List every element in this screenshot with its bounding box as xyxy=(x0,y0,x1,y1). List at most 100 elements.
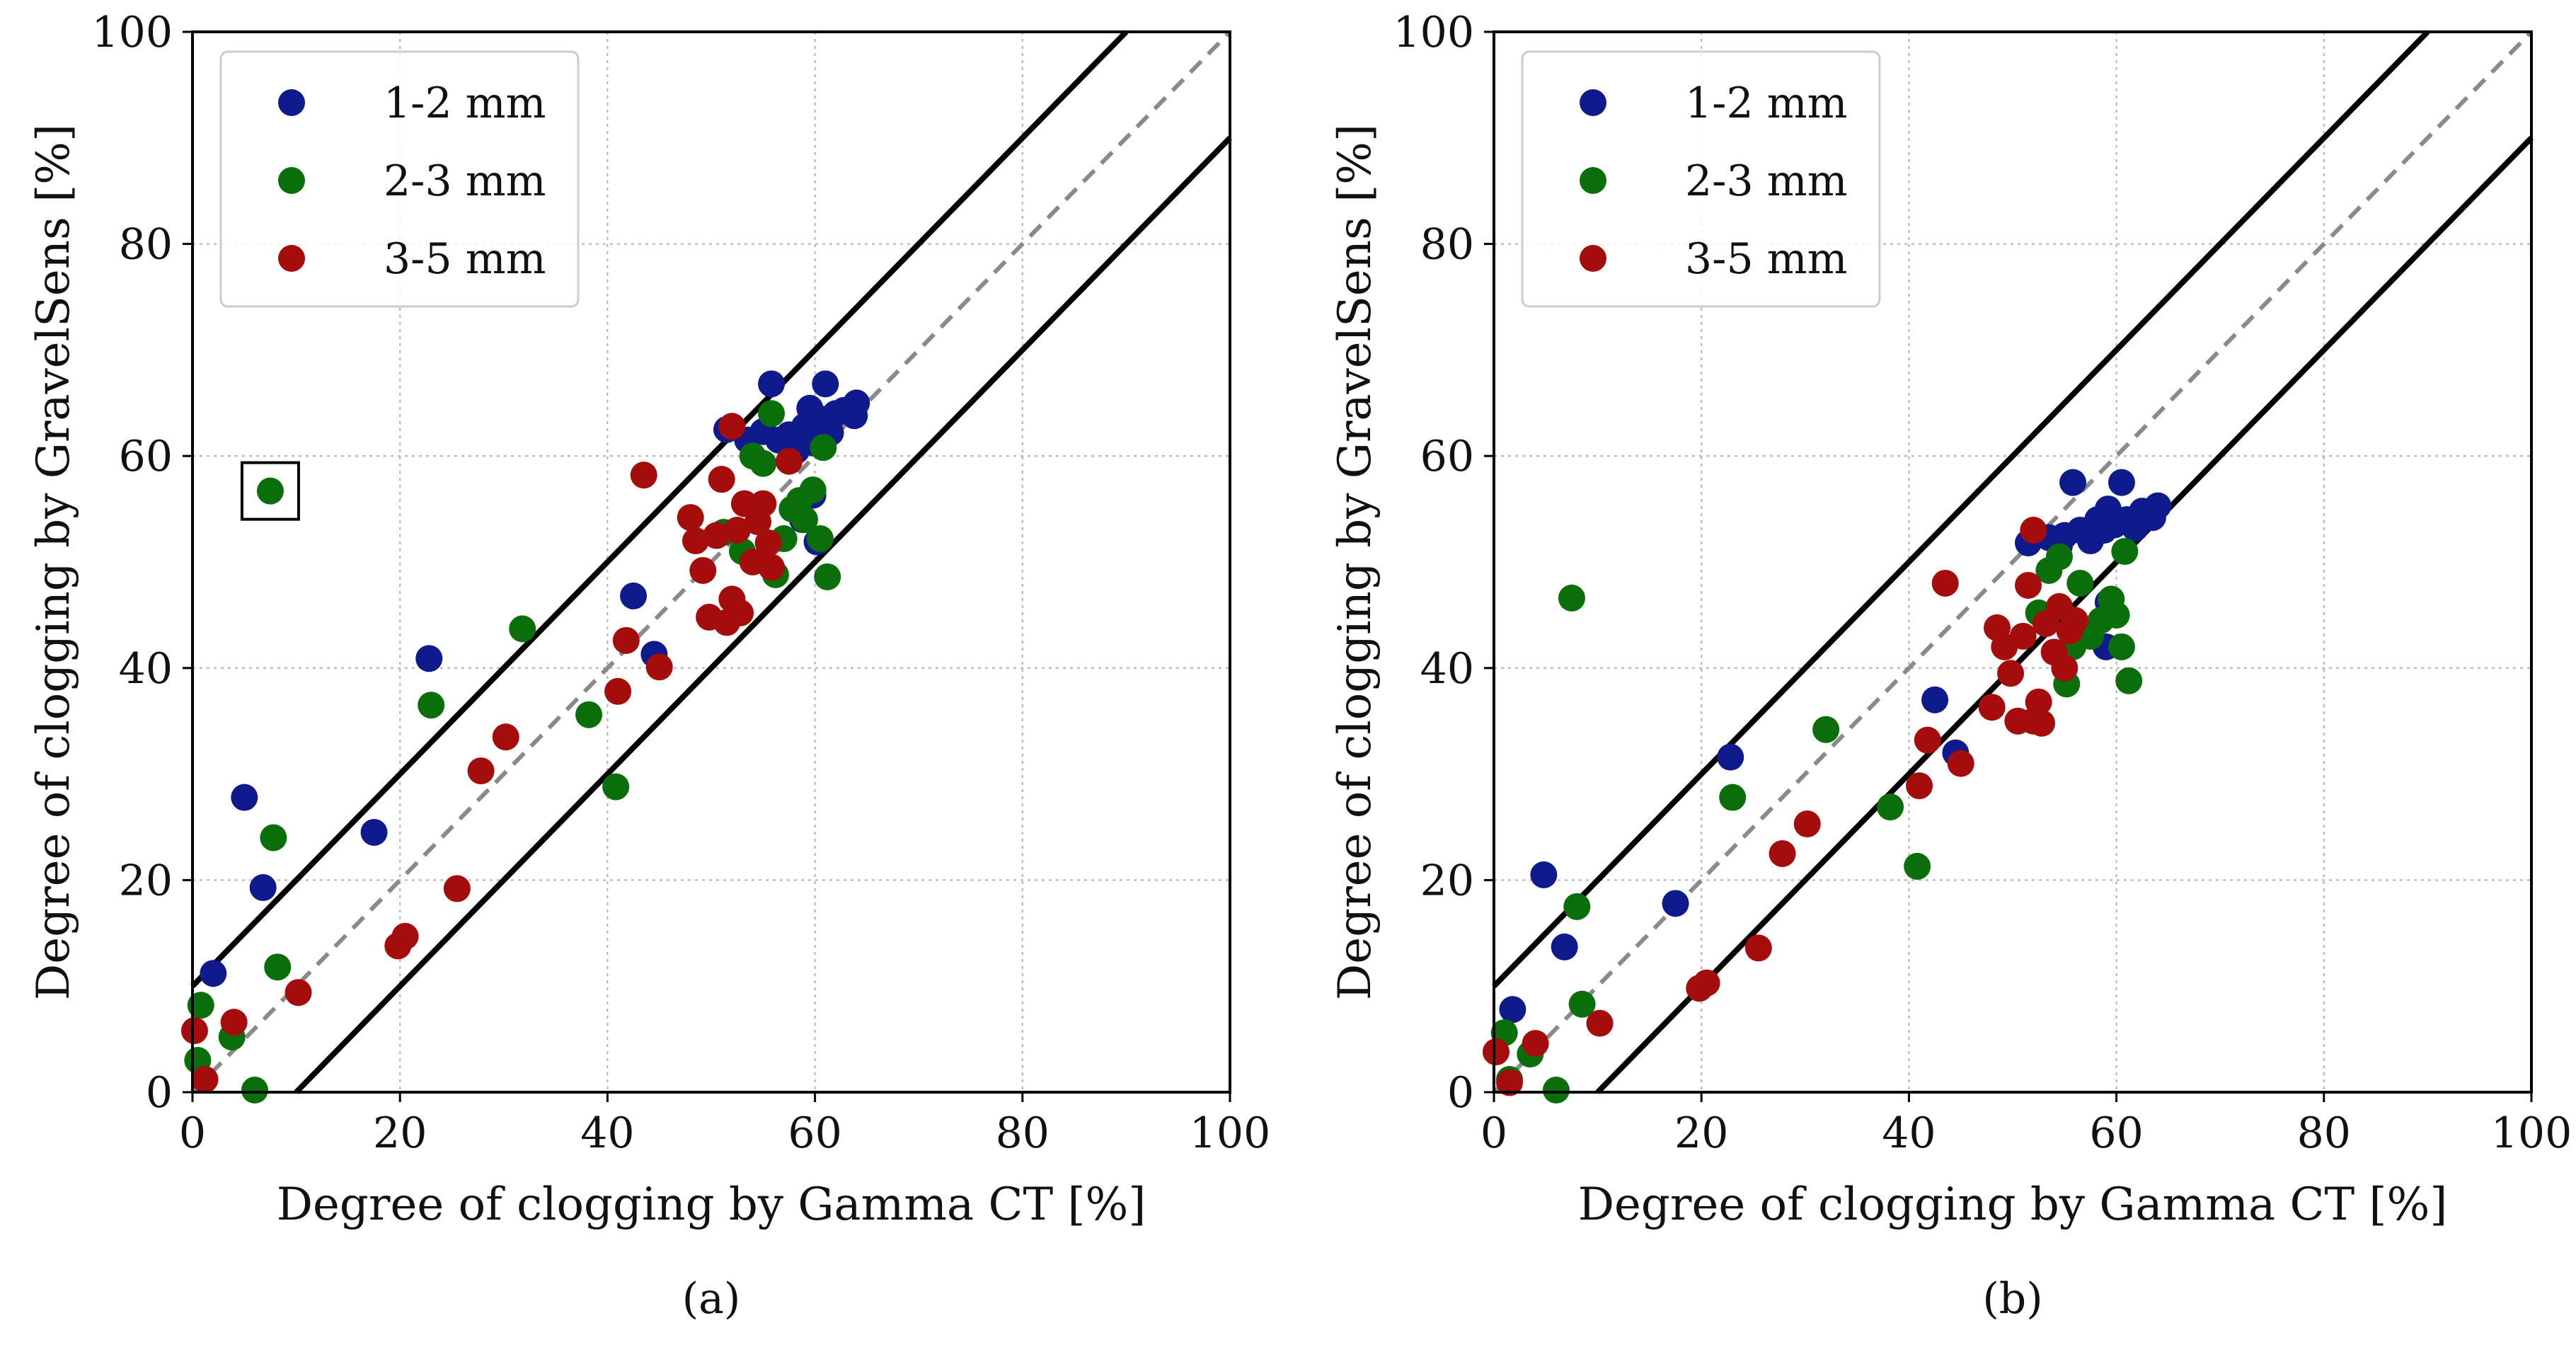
point-2-3mm xyxy=(1558,584,1585,612)
x-tick-label: 100 xyxy=(1190,1108,1271,1158)
point-1-2mm xyxy=(758,370,786,398)
point-3-5mm xyxy=(1586,1009,1614,1037)
legend-label: 2-3 mm xyxy=(1685,156,1847,206)
legend-label: 3-5 mm xyxy=(1685,234,1847,284)
point-3-5mm xyxy=(727,599,754,626)
point-3-5mm xyxy=(754,529,782,557)
point-2-3mm xyxy=(509,615,536,643)
point-1-2mm xyxy=(2108,469,2135,496)
point-2-3mm xyxy=(1877,793,1904,821)
point-3-5mm xyxy=(1769,839,1796,867)
y-tick-label: 0 xyxy=(1447,1068,1474,1118)
legend-marker xyxy=(1580,89,1606,116)
x-tick-label: 40 xyxy=(580,1108,634,1158)
point-3-5mm xyxy=(1522,1030,1549,1057)
legend-entry-3-5mm: 3-5 mm xyxy=(1580,234,1847,284)
x-tick-label: 100 xyxy=(2491,1108,2572,1158)
y-tick-label: 100 xyxy=(1393,8,1474,57)
y-tick-label: 60 xyxy=(119,432,173,481)
point-3-5mm xyxy=(718,413,746,440)
x-tick-label: 80 xyxy=(2297,1108,2351,1158)
point-2-3mm xyxy=(602,773,630,801)
point-3-5mm xyxy=(1931,569,1959,597)
point-2-3mm xyxy=(790,506,818,534)
point-2-3mm xyxy=(575,701,603,728)
y-tick-label: 40 xyxy=(1420,644,1474,694)
point-2-3mm xyxy=(2103,601,2130,629)
point-3-5mm xyxy=(1914,726,1941,754)
y-tick-label: 20 xyxy=(119,856,173,905)
point-1-2mm xyxy=(843,389,870,417)
point-2-3mm xyxy=(1568,990,1596,1018)
point-2-3mm xyxy=(1904,852,1931,880)
y-tick-label: 40 xyxy=(119,644,173,694)
legend: 1-2 mm 2-3 mm 3-5 mm xyxy=(1521,50,1881,308)
y-axis-label: Degree of clogging by GravelSens [%] xyxy=(1329,124,1381,1000)
point-3-5mm xyxy=(604,677,632,705)
point-1-2mm xyxy=(812,370,839,398)
legend-marker xyxy=(1580,245,1606,272)
point-2-3mm xyxy=(260,824,287,852)
point-3-5mm xyxy=(612,626,640,654)
legend-marker xyxy=(278,89,305,116)
point-1-2mm xyxy=(415,645,443,672)
point-2-3mm xyxy=(256,477,284,505)
point-2-3mm xyxy=(2045,543,2073,571)
highlight-outlier-box xyxy=(240,461,300,521)
bound-line-upper xyxy=(1492,30,2430,988)
x-tick-label: 20 xyxy=(373,1108,427,1158)
point-3-5mm xyxy=(2009,622,2037,650)
panel-label: (b) xyxy=(1982,1274,2042,1324)
y-tick-label: 80 xyxy=(119,220,173,270)
point-3-5mm xyxy=(467,757,495,785)
point-3-5mm xyxy=(645,653,673,681)
legend-entry-2-3mm: 2-3 mm xyxy=(278,156,546,206)
point-3-5mm xyxy=(391,922,419,950)
point-3-5mm xyxy=(2061,607,2088,634)
point-3-5mm xyxy=(284,979,312,1007)
x-tick-label: 20 xyxy=(1674,1108,1728,1158)
point-2-3mm xyxy=(187,992,214,1019)
point-1-2mm xyxy=(200,960,227,987)
point-3-5mm xyxy=(1947,750,1974,777)
point-3-5mm xyxy=(708,466,735,493)
y-tick-label: 100 xyxy=(91,8,173,57)
point-2-3mm xyxy=(264,953,292,981)
point-3-5mm xyxy=(2014,571,2042,599)
point-2-3mm xyxy=(2066,569,2094,597)
point-1-2mm xyxy=(1530,861,1558,888)
chart-panel-b: 0 20 40 60 80 100 0 20 40 60 80 100 Degree of clogg… xyxy=(1329,8,2572,1324)
x-tick-label: 60 xyxy=(2089,1108,2143,1158)
legend-label: 3-5 mm xyxy=(384,234,546,284)
data-points xyxy=(180,370,870,1104)
point-1-2mm xyxy=(360,818,388,846)
point-1-2mm xyxy=(2059,469,2087,496)
x-axis-label: Degree of clogging by Gamma CT [%] xyxy=(277,1179,1146,1231)
point-3-5mm xyxy=(749,490,777,517)
point-2-3mm xyxy=(241,1077,268,1104)
legend-marker xyxy=(1580,167,1606,194)
point-2-3mm xyxy=(2115,667,2143,694)
point-2-3mm xyxy=(799,476,827,504)
legend-box xyxy=(219,50,580,308)
point-3-5mm xyxy=(775,447,803,475)
legend-label: 2-3 mm xyxy=(384,156,546,206)
data-points xyxy=(1482,469,2172,1104)
point-2-3mm xyxy=(1812,716,1840,743)
point-3-5mm xyxy=(1744,934,1772,962)
legend-label: 1-2 mm xyxy=(384,79,546,128)
plot-frame xyxy=(1493,30,2533,1094)
point-3-5mm xyxy=(677,504,704,532)
legend-entry-1-2mm: 1-2 mm xyxy=(278,79,546,128)
axis-ticks: 0 20 40 60 80 100 0 20 40 60 80 100 xyxy=(1393,8,2572,1158)
point-2-3mm xyxy=(749,449,777,477)
bound-line-lower xyxy=(294,136,1232,1094)
point-3-5mm xyxy=(220,1009,248,1036)
point-3-5mm xyxy=(723,517,751,544)
x-tick-label: 0 xyxy=(179,1108,206,1158)
point-3-5mm xyxy=(2028,709,2056,737)
point-3-5mm xyxy=(703,522,730,549)
x-axis-label: Degree of clogging by Gamma CT [%] xyxy=(1578,1179,2448,1231)
point-2-3mm xyxy=(806,525,834,553)
